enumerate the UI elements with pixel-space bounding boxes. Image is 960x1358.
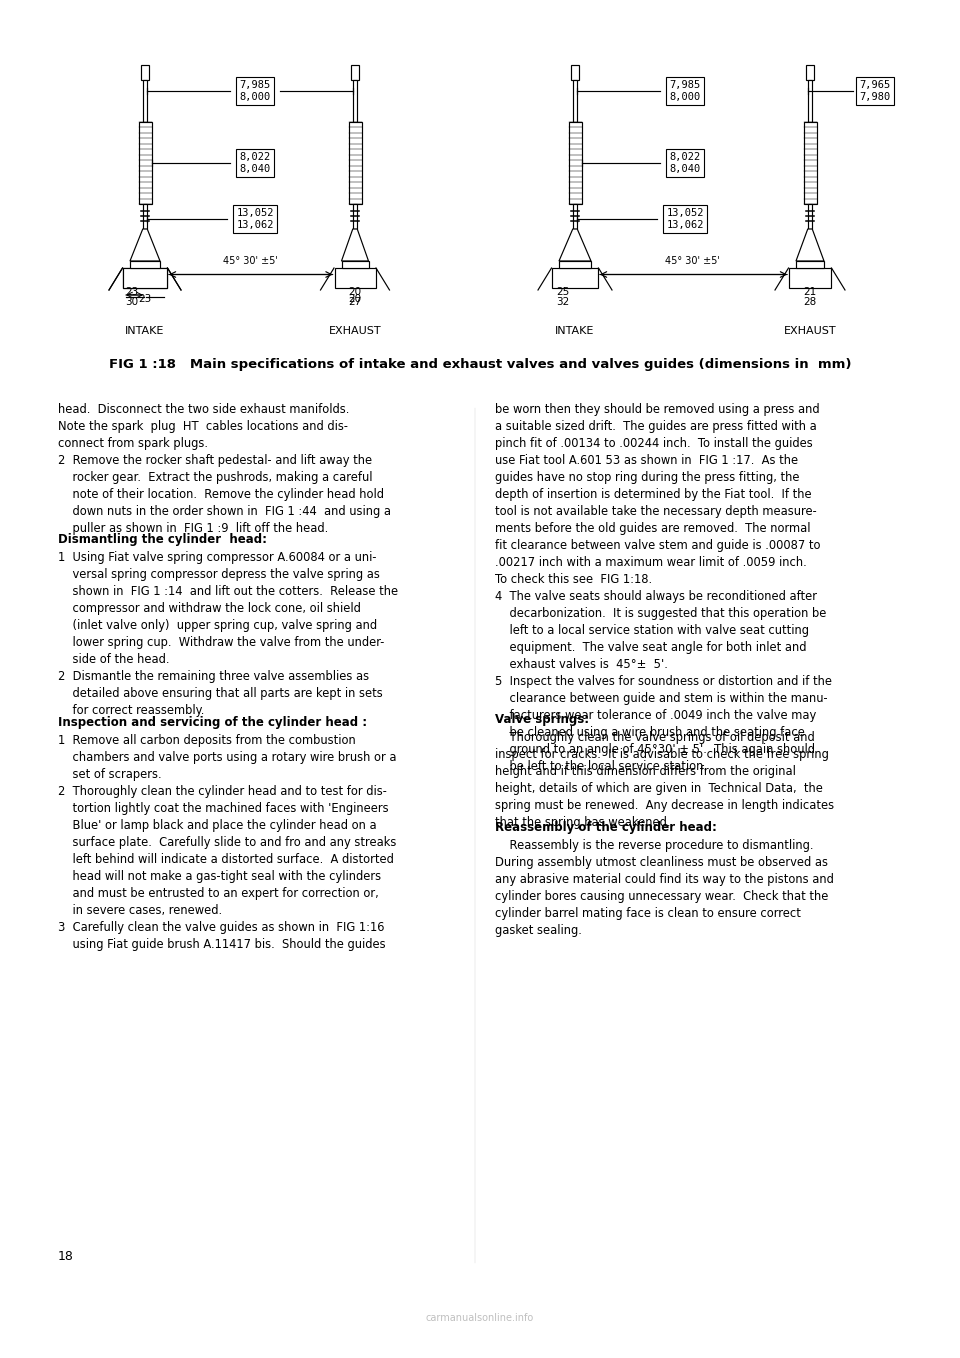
Bar (348, 122, 362, 204)
Text: 30: 30 (126, 297, 138, 307)
Text: Reassembly of the cylinder head:: Reassembly of the cylinder head: (495, 822, 717, 834)
Text: 28: 28 (804, 297, 817, 307)
Text: 23: 23 (138, 293, 152, 304)
Text: EXHAUST: EXHAUST (328, 326, 381, 335)
Bar (573, 204, 577, 230)
Text: carmanualsonline.info: carmanualsonline.info (426, 1313, 534, 1323)
Text: EXHAUST: EXHAUST (783, 326, 836, 335)
Text: 25: 25 (557, 287, 569, 297)
Text: 20: 20 (348, 287, 362, 297)
Bar (334, 268, 375, 288)
Bar (143, 204, 147, 230)
Bar (573, 80, 577, 122)
Text: 13,052
13,062: 13,052 13,062 (666, 208, 704, 230)
Polygon shape (130, 230, 160, 261)
Bar (559, 261, 591, 268)
Bar (552, 268, 598, 288)
Bar (123, 268, 167, 288)
Text: 1  Using Fiat valve spring compressor A.60084 or a uni-
    versal spring compre: 1 Using Fiat valve spring compressor A.6… (58, 551, 398, 717)
Bar (571, 65, 579, 80)
Bar (352, 80, 357, 122)
Bar (143, 80, 147, 122)
Polygon shape (559, 230, 591, 261)
Bar (351, 65, 359, 80)
Text: 27: 27 (348, 297, 362, 307)
Bar (804, 122, 817, 204)
Bar (807, 204, 812, 230)
Text: 45° 30' ±5': 45° 30' ±5' (665, 257, 720, 266)
Text: Thoroughly clean the valve springs of oil deposit and
inspect for cracks.  It is: Thoroughly clean the valve springs of oi… (495, 731, 834, 828)
Text: Inspection and servicing of the cylinder head :: Inspection and servicing of the cylinder… (58, 716, 367, 729)
Text: head.  Disconnect the two side exhaust manifolds.
Note the spark  plug  HT  cabl: head. Disconnect the two side exhaust ma… (58, 403, 391, 535)
Text: 7,985
8,000: 7,985 8,000 (669, 80, 701, 102)
Text: be worn then they should be removed using a press and
a suitable sized drift.  T: be worn then they should be removed usin… (495, 403, 832, 773)
Text: 7,965
7,980: 7,965 7,980 (859, 80, 891, 102)
Text: FIG 1 :18   Main specifications of intake and exhaust valves and valves guides (: FIG 1 :18 Main specifications of intake … (108, 359, 852, 371)
Bar (796, 261, 824, 268)
Bar (807, 80, 812, 122)
Text: 23: 23 (126, 287, 138, 297)
Bar (352, 204, 357, 230)
Polygon shape (796, 230, 824, 261)
Text: 8,022
8,040: 8,022 8,040 (239, 152, 271, 174)
Text: 32: 32 (557, 297, 569, 307)
Text: INTAKE: INTAKE (126, 326, 165, 335)
Bar (342, 261, 369, 268)
Bar (123, 268, 167, 288)
Text: 21: 21 (804, 287, 817, 297)
Text: Reassembly is the reverse procedure to dismantling.
During assembly utmost clean: Reassembly is the reverse procedure to d… (495, 839, 834, 937)
Text: 8,022
8,040: 8,022 8,040 (669, 152, 701, 174)
Text: 1  Remove all carbon deposits from the combustion
    chambers and valve ports u: 1 Remove all carbon deposits from the co… (58, 735, 396, 951)
Bar (141, 65, 149, 80)
Bar (789, 268, 831, 288)
Bar (806, 65, 814, 80)
Text: Valve springs:: Valve springs: (495, 713, 589, 727)
Bar (138, 122, 152, 204)
Text: 7,985
8,000: 7,985 8,000 (239, 80, 271, 102)
Bar (130, 261, 160, 268)
Text: 13,052
13,062: 13,052 13,062 (236, 208, 274, 230)
Text: INTAKE: INTAKE (555, 326, 594, 335)
Bar (568, 122, 582, 204)
Text: 45° 30' ±5': 45° 30' ±5' (223, 257, 277, 266)
Text: Dismantling the cylinder  head:: Dismantling the cylinder head: (58, 532, 267, 546)
Text: 18: 18 (58, 1249, 74, 1263)
Polygon shape (342, 230, 369, 261)
Text: 20: 20 (348, 293, 362, 304)
